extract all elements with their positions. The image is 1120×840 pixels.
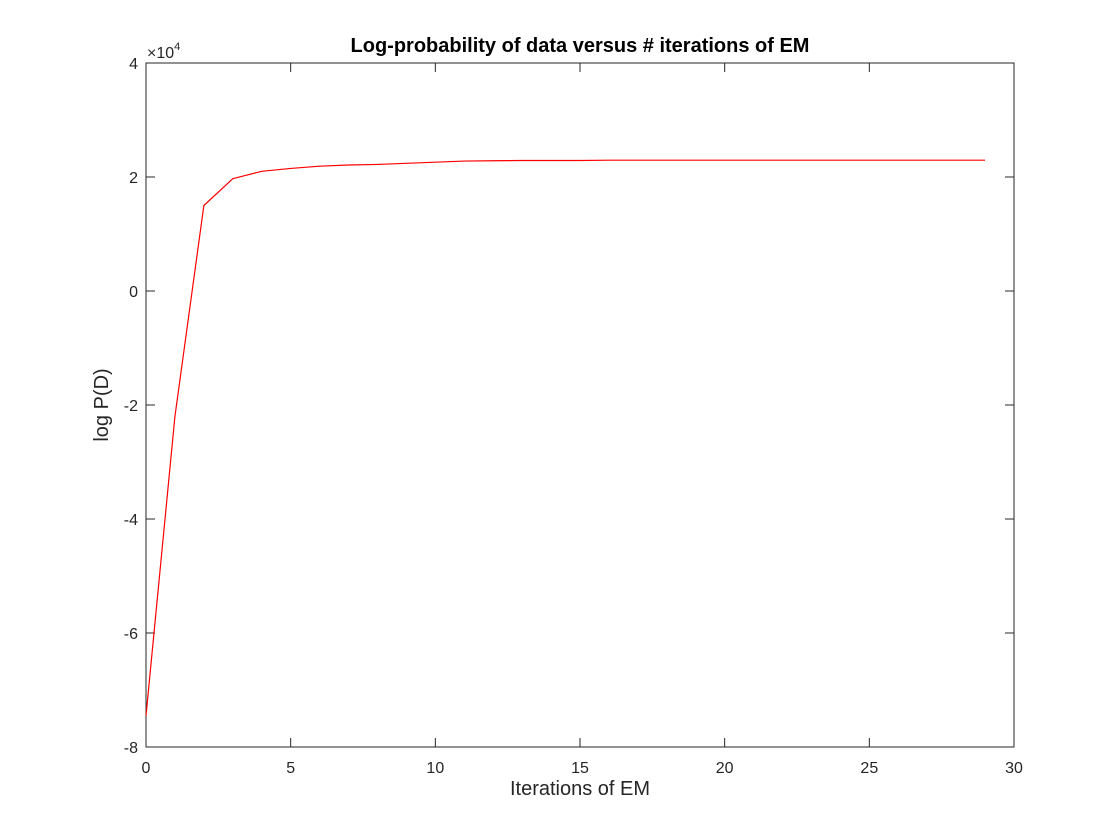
x-tick-label: 20: [716, 760, 734, 777]
y-exponent-base: ×10: [147, 45, 174, 62]
y-tick-label: 2: [129, 170, 138, 187]
x-tick-label: 10: [426, 760, 444, 777]
x-tick-label: 0: [142, 760, 151, 777]
series-line: [145, 159, 986, 716]
axes-box: [145, 62, 1015, 748]
y-tick-label: -4: [124, 512, 138, 529]
x-tick-label: 25: [860, 760, 878, 777]
y-axis-label: log P(D): [91, 368, 113, 441]
x-tick-label: 5: [286, 760, 295, 777]
y-tick-label: 4: [129, 56, 138, 73]
y-tick-label: 0: [129, 284, 138, 301]
chart-title: Log-probability of data versus # iterati…: [351, 35, 810, 57]
y-exponent-power: 4: [174, 41, 180, 53]
y-tick-label: -6: [124, 626, 138, 643]
x-tick-label: 30: [1005, 760, 1023, 777]
x-axis-label: Iterations of EM: [510, 778, 650, 800]
y-tick-label: -2: [124, 398, 138, 415]
y-tick-label: -8: [124, 740, 138, 757]
y-exponent-label: ×104: [147, 41, 180, 62]
plot-area: 0 5 10 15 20 25 30 -8 -6 -4 -2 0 2 4: [124, 56, 1023, 777]
x-tick-label: 15: [571, 760, 589, 777]
